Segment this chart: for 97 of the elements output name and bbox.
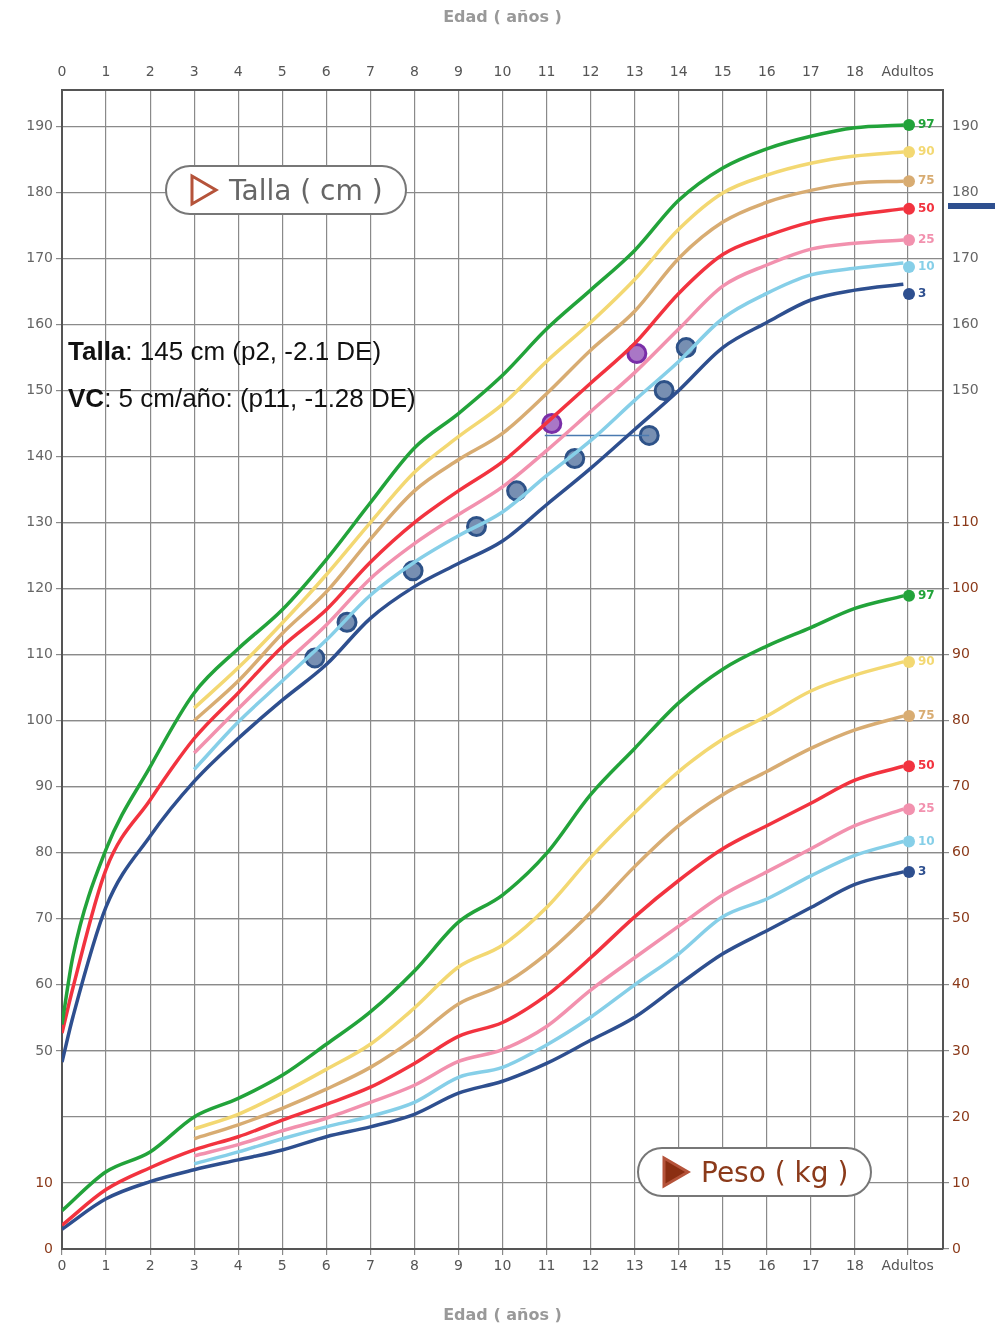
x-tick-label: 11 [537,1257,556,1274]
x-tick-label: 14 [669,1257,688,1274]
y2-axis-title: Peso ( kg ) [701,1155,849,1189]
x2-tick-label: 11 [537,63,556,80]
legend-label: 75 [918,708,935,723]
x-tick-label: 15 [713,1257,732,1274]
y-axis-title: Talla ( cm ) [229,173,383,207]
legend-label: 97 [918,587,935,602]
x2-tick-label: Adultos [881,63,934,80]
y-tick-label: 160 [26,315,53,332]
x2-tick-label: 12 [581,63,600,80]
x2-tick-label: 14 [669,63,688,80]
x-tick-label: 1 [101,1257,111,1274]
y2-tick-label: 90 [952,645,970,662]
x-tick-label: 6 [321,1257,331,1274]
y-tick-label: 120 [26,579,53,596]
x2-tick-label: 0 [57,63,67,80]
y-tick-label: 90 [35,777,53,794]
y2-tick-label: 80 [952,711,970,728]
point [653,379,675,401]
legend-label: 25 [918,232,935,247]
legend-label: 3 [918,864,927,879]
y-tick-label: 70 [35,909,53,926]
x-tick-label: 3 [189,1257,199,1274]
y2-tick-label: 100 [952,579,979,596]
text: 190 [952,116,979,133]
y-tick-label: 60 [35,975,53,992]
annotation: Talla: 145 cm (p2, -2.1 DE) [68,336,382,367]
y2-tick-label: 0 [952,1239,961,1256]
x-tick-label: 12 [581,1257,600,1274]
y-tick-label: 50 [35,1041,53,1058]
annotation: VC: 5 cm/año: (p11, -1.28 DE) [68,383,416,414]
x-tick-label: Adultos [881,1257,934,1274]
legend-label: 90 [918,654,935,669]
legend-label: 10 [918,833,935,848]
text: 150 [952,381,979,398]
y3-tick-label: 0 [44,1239,53,1256]
x2-tick-label: 15 [713,63,732,80]
y-tick-label: 130 [26,513,53,530]
legend-label: 97 [918,117,935,132]
y-tick-label: 140 [26,447,53,464]
y2-tick-label: 70 [952,777,970,794]
legend-label: 3 [918,286,927,301]
x-tick-label: 16 [757,1257,776,1274]
text: 160 [952,315,979,332]
y-tick-label: 170 [26,249,53,266]
y2-tick-label: 20 [952,1107,970,1124]
x-tick-label: 8 [409,1257,419,1274]
x2-tick-label: 10 [493,63,512,80]
y-tick-label: 100 [26,711,53,728]
x2-tick-label: 7 [365,63,375,80]
x-tick-label: 5 [277,1257,287,1274]
y-tick-label: 80 [35,843,53,860]
x2-tick-label: 17 [801,63,820,80]
x-tick-label: 4 [233,1257,243,1274]
y2-tick-label: 50 [952,909,970,926]
x-axis-title: Edad ( años ) [443,1304,562,1324]
x2-tick-label: 13 [625,63,644,80]
x-tick-label: 7 [365,1257,375,1274]
x2-axis-title: Edad ( años ) [443,6,562,26]
x2-tick-label: 2 [145,63,155,80]
y2-tick-label: 60 [952,843,970,860]
point [626,343,648,364]
x-tick-label: 17 [801,1257,820,1274]
legend-label: 10 [918,259,935,274]
text: 180 [952,183,979,199]
x-tick-label: 18 [845,1257,864,1274]
x2-tick-label: 9 [453,63,463,80]
y-tick-label: 180 [26,183,53,199]
x2-tick-label: 6 [321,63,331,80]
legend-label: 25 [918,801,935,816]
x-tick-label: 13 [625,1257,644,1274]
x-tick-label: 10 [493,1257,512,1274]
x2-tick-label: 18 [845,63,864,80]
y2-tick-label: 10 [952,1173,970,1190]
point [638,424,660,446]
y2-tick-label: 40 [952,975,970,992]
x2-tick-label: 1 [101,63,111,80]
legend-label: 90 [918,144,935,159]
legend-label: 50 [918,758,935,773]
y3-tick-label: 10 [35,1173,53,1190]
x-tick-label: 0 [57,1257,67,1274]
y2-tick-label: 110 [952,513,979,530]
y-tick-label: 150 [26,381,53,398]
x2-tick-label: 4 [233,63,243,80]
x2-tick-label: 5 [277,63,287,80]
x2-tick-label: 8 [409,63,419,80]
x2-tick-label: 3 [189,63,199,80]
x2-tick-label: 16 [757,63,776,80]
x-tick-label: 9 [453,1257,463,1274]
text: 170 [952,249,979,266]
legend-label: 75 [918,173,935,188]
legend-label: 50 [918,201,935,215]
x-tick-label: 2 [145,1257,155,1274]
y-tick-label: 190 [26,116,53,133]
y-tick-label: 110 [26,645,53,662]
y2-tick-label: 30 [952,1041,970,1058]
